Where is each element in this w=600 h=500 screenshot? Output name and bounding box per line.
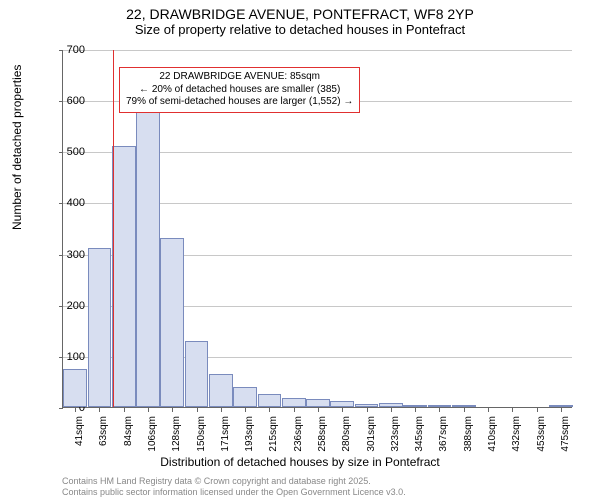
xtick-mark (561, 408, 562, 412)
y-axis-label: Number of detached properties (10, 65, 24, 230)
xtick-label: 367sqm (438, 416, 449, 456)
xtick-label: 301sqm (366, 416, 377, 456)
xtick-label: 63sqm (98, 416, 109, 456)
histogram-bar (185, 341, 209, 407)
plot-area: 22 DRAWBRIDGE AVENUE: 85sqm← 20% of deta… (62, 50, 572, 408)
xtick-mark (415, 408, 416, 412)
ytick-label: 700 (45, 44, 85, 56)
xtick-mark (124, 408, 125, 412)
footer-line-1: Contains HM Land Registry data © Crown c… (62, 476, 406, 487)
gridline (63, 50, 572, 51)
plot-wrap: 22 DRAWBRIDGE AVENUE: 85sqm← 20% of deta… (62, 50, 572, 408)
ytick-label: 400 (45, 197, 85, 209)
xtick-label: 215sqm (268, 416, 279, 456)
histogram-bar (549, 405, 573, 407)
ytick-label: 200 (45, 300, 85, 312)
xtick-mark (318, 408, 319, 412)
xtick-mark (148, 408, 149, 412)
annotation-line: 22 DRAWBRIDGE AVENUE: 85sqm (126, 71, 353, 84)
chart-title-block: 22, DRAWBRIDGE AVENUE, PONTEFRACT, WF8 2… (0, 0, 600, 37)
xtick-mark (537, 408, 538, 412)
xtick-label: 41sqm (74, 416, 85, 456)
xtick-label: 84sqm (123, 416, 134, 456)
ytick-label: 300 (45, 249, 85, 261)
xtick-label: 453sqm (536, 416, 547, 456)
xtick-mark (245, 408, 246, 412)
xtick-label: 323sqm (390, 416, 401, 456)
title-line-1: 22, DRAWBRIDGE AVENUE, PONTEFRACT, WF8 2… (0, 6, 600, 22)
xtick-label: 388sqm (463, 416, 474, 456)
histogram-bar (452, 405, 476, 407)
histogram-bar (88, 248, 112, 407)
xtick-mark (367, 408, 368, 412)
xtick-label: 410sqm (487, 416, 498, 456)
xtick-label: 345sqm (414, 416, 425, 456)
xtick-label: 258sqm (317, 416, 328, 456)
ytick-label: 500 (45, 146, 85, 158)
xtick-mark (464, 408, 465, 412)
xtick-mark (294, 408, 295, 412)
xtick-mark (391, 408, 392, 412)
histogram-bar (160, 238, 184, 407)
xtick-mark (99, 408, 100, 412)
title-line-2: Size of property relative to detached ho… (0, 22, 600, 37)
xtick-mark (269, 408, 270, 412)
xtick-label: 193sqm (244, 416, 255, 456)
xtick-label: 432sqm (511, 416, 522, 456)
histogram-bar (258, 394, 282, 407)
xtick-mark (512, 408, 513, 412)
histogram-bar (209, 374, 233, 407)
xtick-label: 150sqm (196, 416, 207, 456)
histogram-bar (428, 405, 452, 407)
x-axis-label: Distribution of detached houses by size … (0, 455, 600, 469)
histogram-bar (306, 399, 330, 407)
xtick-label: 475sqm (560, 416, 571, 456)
xtick-label: 236sqm (293, 416, 304, 456)
xtick-mark (342, 408, 343, 412)
footer-line-2: Contains public sector information licen… (62, 487, 406, 498)
xtick-label: 280sqm (341, 416, 352, 456)
marker-line (113, 50, 114, 407)
attribution-footer: Contains HM Land Registry data © Crown c… (62, 476, 406, 498)
xtick-mark (439, 408, 440, 412)
ytick-label: 100 (45, 351, 85, 363)
xtick-label: 106sqm (147, 416, 158, 456)
histogram-bar (379, 403, 403, 407)
histogram-bar (136, 108, 160, 407)
annotation-line: ← 20% of detached houses are smaller (38… (126, 84, 353, 97)
histogram-bar (63, 369, 87, 407)
histogram-bar (355, 404, 379, 407)
ytick-label: 600 (45, 95, 85, 107)
histogram-bar (112, 146, 136, 407)
histogram-bar (282, 398, 306, 407)
histogram-bar (403, 405, 427, 407)
histogram-bar (330, 401, 354, 407)
xtick-mark (172, 408, 173, 412)
histogram-bar (233, 387, 257, 407)
xtick-mark (488, 408, 489, 412)
xtick-mark (197, 408, 198, 412)
xtick-label: 128sqm (171, 416, 182, 456)
xtick-label: 171sqm (220, 416, 231, 456)
annotation-line: 79% of semi-detached houses are larger (… (126, 96, 353, 109)
annotation-box: 22 DRAWBRIDGE AVENUE: 85sqm← 20% of deta… (119, 67, 360, 113)
xtick-mark (221, 408, 222, 412)
